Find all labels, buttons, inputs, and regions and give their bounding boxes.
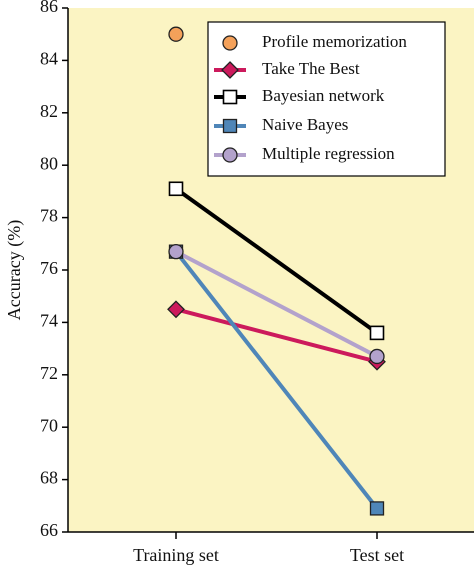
y-axis-label: Accuracy (%) [4, 220, 25, 320]
legend-label: Take The Best [262, 59, 360, 78]
legend-marker [222, 89, 238, 105]
y-tick-label: 80 [40, 153, 58, 173]
y-tick-label: 76 [40, 258, 58, 278]
y-tick-label: 70 [40, 415, 58, 435]
legend: Profile memorization Take The Best Bayesia… [207, 21, 446, 177]
y-tick-label: 86 [40, 0, 58, 16]
legend-marker [222, 35, 238, 51]
x-tick-label: Test set [350, 545, 404, 565]
legend-label: Naive Bayes [262, 115, 348, 134]
legend-label: Multiple regression [262, 144, 395, 163]
legend-marker [221, 61, 239, 79]
series-line [174, 250, 379, 510]
x-tick-label: Training set [133, 545, 219, 565]
series-line [174, 187, 379, 335]
legend-marker [222, 147, 238, 163]
series-line [175, 307, 378, 364]
data-point [168, 26, 184, 42]
data-point [369, 325, 385, 341]
data-point [167, 300, 185, 319]
y-tick-label: 66 [40, 520, 58, 540]
y-tick-label: 84 [40, 49, 58, 69]
series-line [175, 249, 378, 359]
y-tick-label: 74 [40, 311, 58, 331]
data-point [369, 501, 385, 516]
legend-marker [222, 118, 238, 134]
data-point [168, 244, 184, 260]
legend-label: Profile memorization [262, 32, 407, 51]
legend-label: Bayesian network [262, 86, 385, 105]
y-tick-label: 78 [40, 206, 58, 226]
data-point [369, 348, 385, 365]
y-tick-label: 68 [40, 468, 58, 488]
legend-box [207, 21, 446, 177]
y-tick-label: 82 [40, 101, 58, 121]
data-point [168, 181, 184, 197]
y-tick-label: 72 [40, 363, 58, 383]
